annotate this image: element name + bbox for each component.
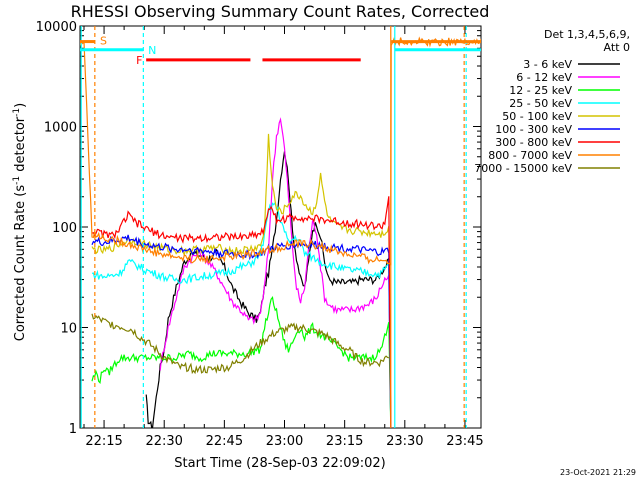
chart-title: RHESSI Observing Summary Count Rates, Co… bbox=[71, 2, 490, 21]
y-tick-label: 1000 bbox=[44, 121, 77, 136]
legend-label-6-12-kev: 6 - 12 keV bbox=[516, 71, 572, 84]
y-tick-label: 1 bbox=[69, 422, 77, 437]
series-line-3-6-kev bbox=[145, 151, 392, 428]
series-layer bbox=[80, 36, 481, 428]
y-axis-label: Corrected Count Rate (s-1 detector-1) bbox=[12, 103, 28, 341]
y-tick-label: 10 bbox=[60, 322, 77, 337]
y-axis-label-exp1: -1 bbox=[12, 176, 22, 185]
series-line-7000-15000-kev bbox=[91, 313, 390, 375]
legend-label-12-25-kev: 12 - 25 keV bbox=[509, 84, 572, 97]
y-axis-label-main: Corrected Count Rate (s bbox=[13, 185, 28, 342]
x-tick-label: 23:15 bbox=[326, 434, 363, 449]
legend-label-25-50-kev: 25 - 50 keV bbox=[509, 97, 572, 110]
legend-label-7000-15000-kev: 7000 - 15000 keV bbox=[474, 162, 572, 175]
x-tick-label: 23:30 bbox=[386, 434, 423, 449]
flag-marker-n: N bbox=[148, 44, 156, 57]
series-line-300-800-kev bbox=[91, 196, 392, 428]
series-line-800-7000-kev bbox=[80, 36, 481, 266]
footer-date: 23-Oct-2021 21:29 bbox=[560, 468, 636, 477]
x-tick-label: 22:45 bbox=[206, 434, 243, 449]
series-line-12-25-kev bbox=[91, 295, 392, 428]
x-axis: 22:15 22:30 22:45 23:00 23:15 23:30 23:45 bbox=[83, 26, 484, 449]
flag-marker-f: F bbox=[136, 54, 142, 67]
legend-label-100-300-kev: 100 - 300 keV bbox=[495, 123, 572, 136]
y-axis-label-exp2: -1 bbox=[12, 108, 22, 117]
legend-label-800-7000-kev: 800 - 7000 keV bbox=[488, 149, 572, 162]
series-line-50-100-kev bbox=[91, 133, 392, 428]
y-tick-label: 10000 bbox=[36, 20, 77, 35]
series-line-25-50-kev bbox=[91, 201, 392, 428]
y-axis: 1 10 100 1000 10000 bbox=[36, 20, 481, 437]
legend-label-50-100-kev: 50 - 100 keV bbox=[502, 110, 572, 123]
x-tick-label: 23:45 bbox=[446, 434, 483, 449]
legend-label-300-800-kev: 300 - 800 keV bbox=[495, 136, 572, 149]
series-line-100-300-kev bbox=[91, 234, 392, 428]
legend-label-3-6-kev: 3 - 6 keV bbox=[523, 58, 572, 71]
flag-marker-s: S bbox=[100, 34, 107, 47]
y-axis-label-mid: detector bbox=[13, 116, 28, 176]
y-tick-label: 100 bbox=[52, 221, 77, 236]
y-axis-label-end: ) bbox=[13, 103, 28, 108]
legend-header-line: Det 1,3,4,5,6,9, bbox=[544, 28, 630, 41]
x-tick-label: 23:00 bbox=[266, 434, 303, 449]
legend-header-line: Att 0 bbox=[604, 41, 630, 54]
x-tick-label: 22:15 bbox=[85, 434, 122, 449]
plot-frame bbox=[79, 25, 482, 429]
annotation-layer: S NF bbox=[80, 26, 481, 428]
plot-border bbox=[79, 25, 482, 429]
x-tick-label: 22:30 bbox=[145, 434, 182, 449]
x-axis-label: Start Time (28-Sep-03 22:09:02) bbox=[174, 456, 385, 471]
